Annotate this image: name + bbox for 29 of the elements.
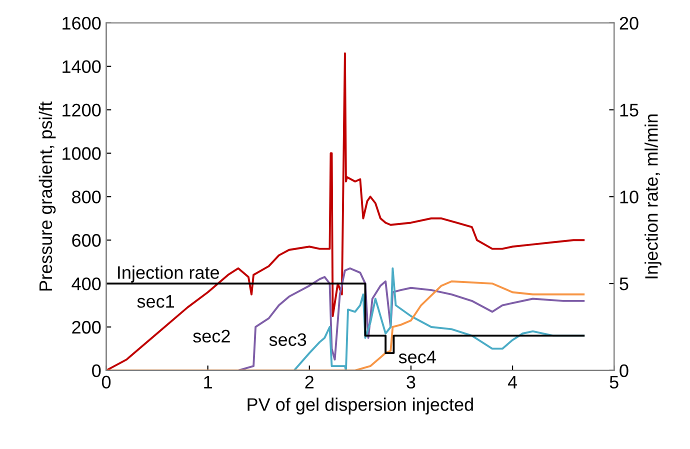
y-tick-label: 0 <box>92 364 101 378</box>
y-tick-label: 200 <box>72 320 101 334</box>
y2-tick-label: 20 <box>620 16 638 30</box>
y-tick-label: 1200 <box>62 104 101 116</box>
y-tick-label: 1000 <box>62 147 101 160</box>
x-tick-label: 5 <box>610 376 618 389</box>
series-label: Injection rate <box>118 266 219 282</box>
x-tick-label: 4 <box>508 376 518 388</box>
x-tick-label: 3 <box>406 376 416 389</box>
x-axis-title: PV of gel dispersion injected <box>248 398 473 415</box>
y-tick-label: 400 <box>72 277 101 290</box>
line-series <box>106 52 585 370</box>
series-label: sec3 <box>269 333 306 346</box>
y2-tick-label: 10 <box>620 190 638 204</box>
x-tick-label: 1 <box>204 376 212 388</box>
y-tick-label: 800 <box>72 190 101 204</box>
y-tick-label: 600 <box>72 234 101 247</box>
series-label: sec4 <box>398 350 436 364</box>
y-axis-title: Pressure gradient, psi/ft <box>38 101 56 291</box>
y-tick-label: 1400 <box>62 60 101 74</box>
y2-tick-label: 0 <box>620 364 628 378</box>
series-label: sec1 <box>137 295 174 308</box>
x-tick-label: 2 <box>305 376 314 388</box>
y2-tick-label: 5 <box>620 278 628 290</box>
y-tick-label: 1600 <box>62 16 101 30</box>
y2-tick-label: 15 <box>620 104 638 116</box>
y2-axis-title: Injection rate, ml/min <box>644 114 662 278</box>
x-tick-label: 0 <box>102 376 111 389</box>
series-label: sec2 <box>193 330 230 343</box>
